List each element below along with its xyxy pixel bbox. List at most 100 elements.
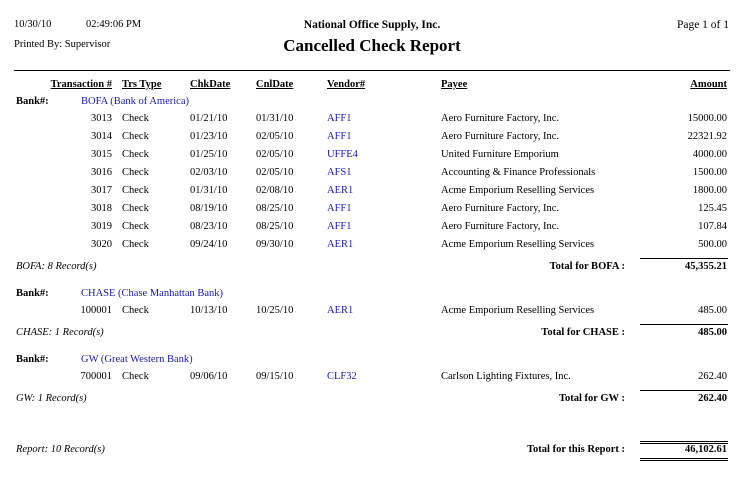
cnl-date: 08/25/10 — [256, 221, 294, 232]
header-rule — [14, 70, 730, 71]
page-number: Page 1 of 1 — [676, 19, 729, 31]
chk-date: 02/03/10 — [190, 167, 228, 178]
payee: Aero Furniture Factory, Inc. — [441, 131, 559, 142]
trs-type: Check — [122, 185, 149, 196]
print-time: 02:49:06 PM — [86, 19, 142, 30]
bank-label: Bank#: — [16, 354, 49, 365]
report-rule — [640, 443, 728, 444]
cnl-date: 01/31/10 — [256, 113, 294, 124]
amount: 107.84 — [698, 221, 727, 232]
payee: Acme Emporium Reselling Services — [441, 239, 595, 250]
payee: United Furniture Emporium — [441, 149, 559, 160]
total-amount: 45,355.21 — [685, 261, 727, 272]
chk-date: 09/24/10 — [190, 239, 228, 250]
payee: Acme Emporium Reselling Services — [441, 185, 595, 196]
subtotal-rule — [640, 258, 728, 259]
bank-name: BOFA (Bank of America) — [81, 96, 189, 107]
total-label: Total for CHASE : — [541, 327, 625, 338]
payee: Aero Furniture Factory, Inc. — [441, 203, 559, 214]
report-record-count: Report: 10 Record(s) — [16, 444, 105, 455]
transaction: 3020 — [91, 239, 112, 250]
column-header: Amount — [690, 79, 727, 90]
chk-date: 09/06/10 — [190, 371, 228, 382]
trs-type: Check — [122, 371, 149, 382]
cnl-date: 02/05/10 — [256, 131, 294, 142]
amount: 22321.92 — [687, 131, 727, 142]
vendor: AER1 — [327, 305, 354, 316]
payee: Aero Furniture Factory, Inc. — [441, 113, 559, 124]
column-header: CnlDate — [256, 79, 294, 90]
report-rule — [640, 458, 728, 459]
amount: 15000.00 — [687, 113, 727, 124]
total-label: Total for GW : — [558, 393, 625, 404]
printed-by: Printed By: Supervisor — [14, 39, 111, 50]
trs-type: Check — [122, 167, 149, 178]
subtotal-rule — [640, 390, 728, 391]
cnl-date: 09/15/10 — [256, 371, 294, 382]
chk-date: 01/25/10 — [190, 149, 228, 160]
record-count: BOFA: 8 Record(s) — [16, 261, 97, 272]
report-title: Cancelled Check Report — [283, 36, 461, 55]
payee: Acme Emporium Reselling Services — [441, 305, 595, 316]
amount: 125.45 — [698, 203, 727, 214]
transaction: 3014 — [91, 131, 112, 142]
trs-type: Check — [122, 131, 149, 142]
vendor: AFS1 — [327, 167, 352, 178]
payee: Carlson Lighting Fixtures, Inc. — [441, 371, 571, 382]
amount: 1800.00 — [692, 185, 727, 196]
vendor: AFF1 — [327, 131, 352, 142]
report-total-label: Total for this Report : — [527, 444, 625, 455]
column-header: Vendor# — [327, 79, 366, 90]
record-count: GW: 1 Record(s) — [16, 393, 87, 404]
report-rule — [640, 441, 728, 442]
trs-type: Check — [122, 221, 149, 232]
amount: 485.00 — [698, 305, 727, 316]
cnl-date: 02/05/10 — [256, 149, 294, 160]
trs-type: Check — [122, 149, 149, 160]
vendor: AFF1 — [327, 113, 352, 124]
trs-type: Check — [122, 239, 149, 250]
total-amount: 485.00 — [698, 327, 727, 338]
vendor: AFF1 — [327, 221, 352, 232]
amount: 500.00 — [698, 239, 727, 250]
cnl-date: 10/25/10 — [256, 305, 294, 316]
transaction: 3018 — [91, 203, 112, 214]
chk-date: 01/23/10 — [190, 131, 228, 142]
vendor: AER1 — [327, 239, 354, 250]
print-date: 10/30/10 — [14, 19, 52, 30]
subtotal-rule — [640, 324, 728, 325]
chk-date: 08/23/10 — [190, 221, 228, 232]
transaction: 3017 — [91, 185, 112, 196]
vendor: AER1 — [327, 185, 354, 196]
amount: 262.40 — [698, 371, 727, 382]
amount: 4000.00 — [692, 149, 727, 160]
trs-type: Check — [122, 203, 149, 214]
total-label: Total for BOFA : — [549, 261, 625, 272]
vendor: UFFE4 — [327, 149, 358, 160]
payee: Accounting & Finance Professionals — [441, 167, 596, 178]
chk-date: 01/31/10 — [190, 185, 228, 196]
vendor: CLF32 — [327, 371, 357, 382]
amount: 1500.00 — [692, 167, 727, 178]
transaction: 100001 — [80, 305, 113, 316]
cnl-date: 02/08/10 — [256, 185, 294, 196]
chk-date: 08/19/10 — [190, 203, 228, 214]
cnl-date: 08/25/10 — [256, 203, 294, 214]
column-header: ChkDate — [190, 79, 231, 90]
chk-date: 10/13/10 — [190, 305, 228, 316]
payee: Aero Furniture Factory, Inc. — [441, 221, 559, 232]
transaction: 700001 — [80, 371, 113, 382]
company-name: National Office Supply, Inc. — [303, 19, 441, 31]
bank-name: GW (Great Western Bank) — [81, 354, 193, 365]
trs-type: Check — [122, 113, 149, 124]
transaction: 3015 — [91, 149, 112, 160]
column-header: Payee — [441, 79, 468, 90]
trs-type: Check — [122, 305, 149, 316]
vendor: AFF1 — [327, 203, 352, 214]
column-header: Transaction # — [50, 79, 112, 90]
transaction: 3016 — [91, 167, 112, 178]
transaction: 3013 — [91, 113, 112, 124]
report-rule — [640, 460, 728, 461]
bank-name: CHASE (Chase Manhattan Bank) — [81, 288, 224, 299]
